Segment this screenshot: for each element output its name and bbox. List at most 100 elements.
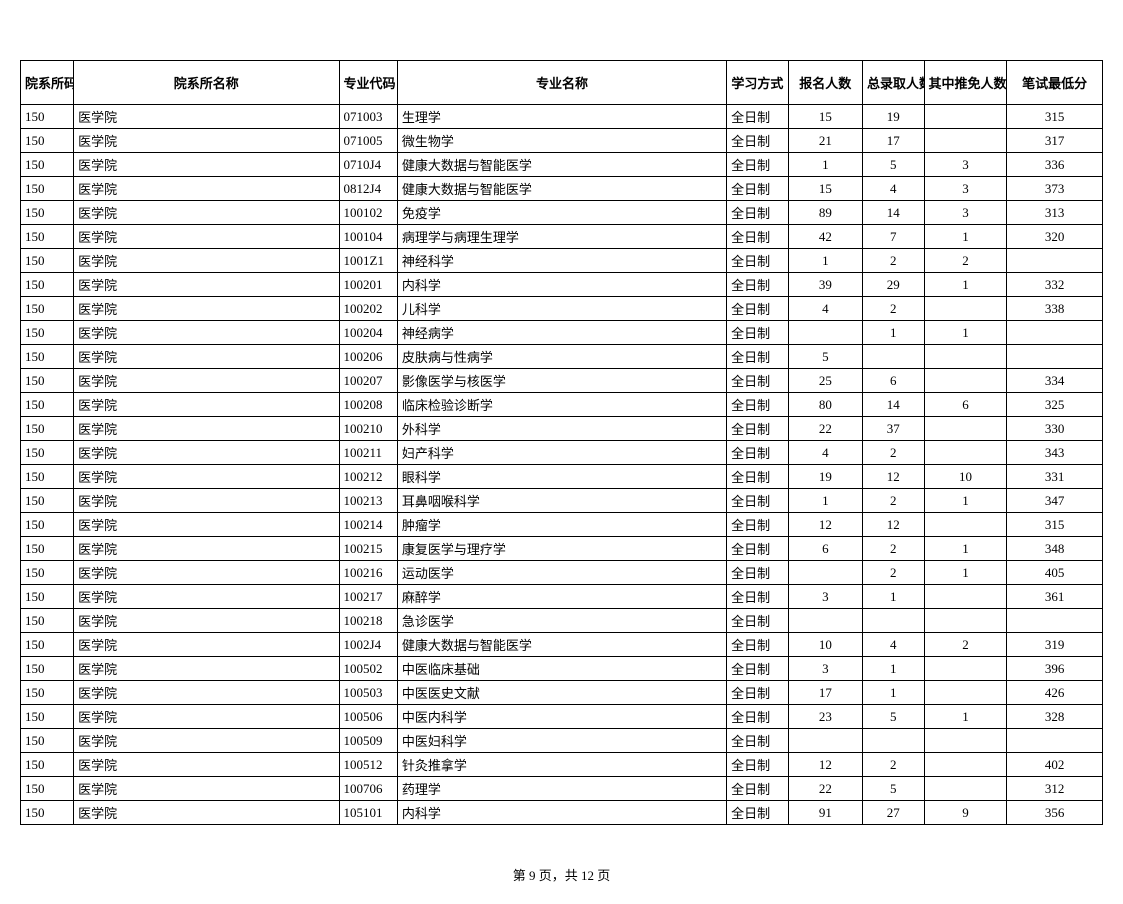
cell-applicants: 1 — [788, 249, 862, 273]
table-row: 150医学院100204神经病学全日制11 — [21, 321, 1103, 345]
cell-study_mode: 全日制 — [727, 369, 789, 393]
cell-min_score: 336 — [1007, 153, 1103, 177]
cell-applicants: 12 — [788, 753, 862, 777]
cell-min_score: 313 — [1007, 201, 1103, 225]
cell-admitted: 2 — [862, 249, 924, 273]
cell-recommended — [924, 777, 1007, 801]
table-body: 150医学院071003生理学全日制1519315150医学院071005微生物… — [21, 105, 1103, 825]
cell-dept_code: 150 — [21, 609, 74, 633]
cell-major_name: 药理学 — [397, 777, 726, 801]
cell-major_code: 100506 — [339, 705, 397, 729]
cell-major_name: 微生物学 — [397, 129, 726, 153]
cell-major_code: 100204 — [339, 321, 397, 345]
cell-min_score: 332 — [1007, 273, 1103, 297]
cell-dept_name: 医学院 — [74, 345, 339, 369]
cell-min_score: 396 — [1007, 657, 1103, 681]
cell-applicants — [788, 561, 862, 585]
table-row: 150医学院100201内科学全日制39291332 — [21, 273, 1103, 297]
table-row: 150医学院100208临床检验诊断学全日制80146325 — [21, 393, 1103, 417]
cell-study_mode: 全日制 — [727, 585, 789, 609]
cell-major_name: 神经科学 — [397, 249, 726, 273]
cell-admitted: 2 — [862, 441, 924, 465]
cell-dept_code: 150 — [21, 561, 74, 585]
table-row: 150医学院071003生理学全日制1519315 — [21, 105, 1103, 129]
cell-admitted — [862, 609, 924, 633]
table-row: 150医学院100214肿瘤学全日制1212315 — [21, 513, 1103, 537]
cell-admitted: 14 — [862, 201, 924, 225]
cell-study_mode: 全日制 — [727, 657, 789, 681]
cell-study_mode: 全日制 — [727, 177, 789, 201]
cell-dept_name: 医学院 — [74, 753, 339, 777]
cell-dept_name: 医学院 — [74, 417, 339, 441]
cell-recommended — [924, 129, 1007, 153]
cell-major_code: 105101 — [339, 801, 397, 825]
cell-min_score — [1007, 729, 1103, 753]
cell-recommended: 1 — [924, 537, 1007, 561]
cell-study_mode: 全日制 — [727, 441, 789, 465]
cell-major_code: 100208 — [339, 393, 397, 417]
table-row: 150医学院100210外科学全日制2237330 — [21, 417, 1103, 441]
cell-major_code: 071003 — [339, 105, 397, 129]
cell-min_score: 402 — [1007, 753, 1103, 777]
cell-major_code: 100216 — [339, 561, 397, 585]
header-applicants: 报名人数 — [788, 61, 862, 105]
cell-dept_code: 150 — [21, 297, 74, 321]
cell-study_mode: 全日制 — [727, 273, 789, 297]
table-row: 150医学院100211妇产科学全日制42343 — [21, 441, 1103, 465]
cell-major_name: 眼科学 — [397, 465, 726, 489]
cell-major_name: 免疫学 — [397, 201, 726, 225]
cell-dept_name: 医学院 — [74, 561, 339, 585]
cell-recommended: 2 — [924, 249, 1007, 273]
cell-dept_name: 医学院 — [74, 705, 339, 729]
cell-admitted: 27 — [862, 801, 924, 825]
cell-major_code: 100502 — [339, 657, 397, 681]
cell-study_mode: 全日制 — [727, 753, 789, 777]
cell-min_score: 315 — [1007, 513, 1103, 537]
cell-dept_code: 150 — [21, 657, 74, 681]
cell-applicants: 4 — [788, 441, 862, 465]
cell-major_name: 麻醉学 — [397, 585, 726, 609]
cell-min_score: 312 — [1007, 777, 1103, 801]
cell-dept_name: 医学院 — [74, 273, 339, 297]
cell-dept_code: 150 — [21, 513, 74, 537]
cell-study_mode: 全日制 — [727, 321, 789, 345]
cell-recommended — [924, 681, 1007, 705]
cell-major_code: 100211 — [339, 441, 397, 465]
header-min-score: 笔试最低分 — [1007, 61, 1103, 105]
cell-min_score: 343 — [1007, 441, 1103, 465]
cell-major_code: 100202 — [339, 297, 397, 321]
table-row: 150医学院100706药理学全日制225312 — [21, 777, 1103, 801]
cell-dept_code: 150 — [21, 777, 74, 801]
cell-recommended — [924, 369, 1007, 393]
cell-min_score: 338 — [1007, 297, 1103, 321]
header-study-mode: 学习方式 — [727, 61, 789, 105]
cell-major_code: 100706 — [339, 777, 397, 801]
cell-study_mode: 全日制 — [727, 225, 789, 249]
cell-major_name: 中医医史文献 — [397, 681, 726, 705]
cell-study_mode: 全日制 — [727, 105, 789, 129]
cell-recommended — [924, 513, 1007, 537]
cell-min_score: 319 — [1007, 633, 1103, 657]
cell-recommended: 1 — [924, 705, 1007, 729]
cell-min_score — [1007, 609, 1103, 633]
cell-study_mode: 全日制 — [727, 393, 789, 417]
cell-applicants: 12 — [788, 513, 862, 537]
cell-dept_name: 医学院 — [74, 201, 339, 225]
cell-major_code: 100104 — [339, 225, 397, 249]
cell-applicants: 91 — [788, 801, 862, 825]
cell-admitted: 1 — [862, 657, 924, 681]
cell-recommended: 3 — [924, 177, 1007, 201]
table-row: 150医学院100215康复医学与理疗学全日制621348 — [21, 537, 1103, 561]
cell-major_name: 急诊医学 — [397, 609, 726, 633]
cell-dept_name: 医学院 — [74, 489, 339, 513]
cell-dept_code: 150 — [21, 177, 74, 201]
header-major-name: 专业名称 — [397, 61, 726, 105]
cell-study_mode: 全日制 — [727, 633, 789, 657]
cell-applicants: 42 — [788, 225, 862, 249]
cell-recommended: 6 — [924, 393, 1007, 417]
table-row: 150医学院105101内科学全日制91279356 — [21, 801, 1103, 825]
cell-admitted: 14 — [862, 393, 924, 417]
cell-dept_name: 医学院 — [74, 801, 339, 825]
cell-min_score: 325 — [1007, 393, 1103, 417]
cell-admitted: 4 — [862, 177, 924, 201]
